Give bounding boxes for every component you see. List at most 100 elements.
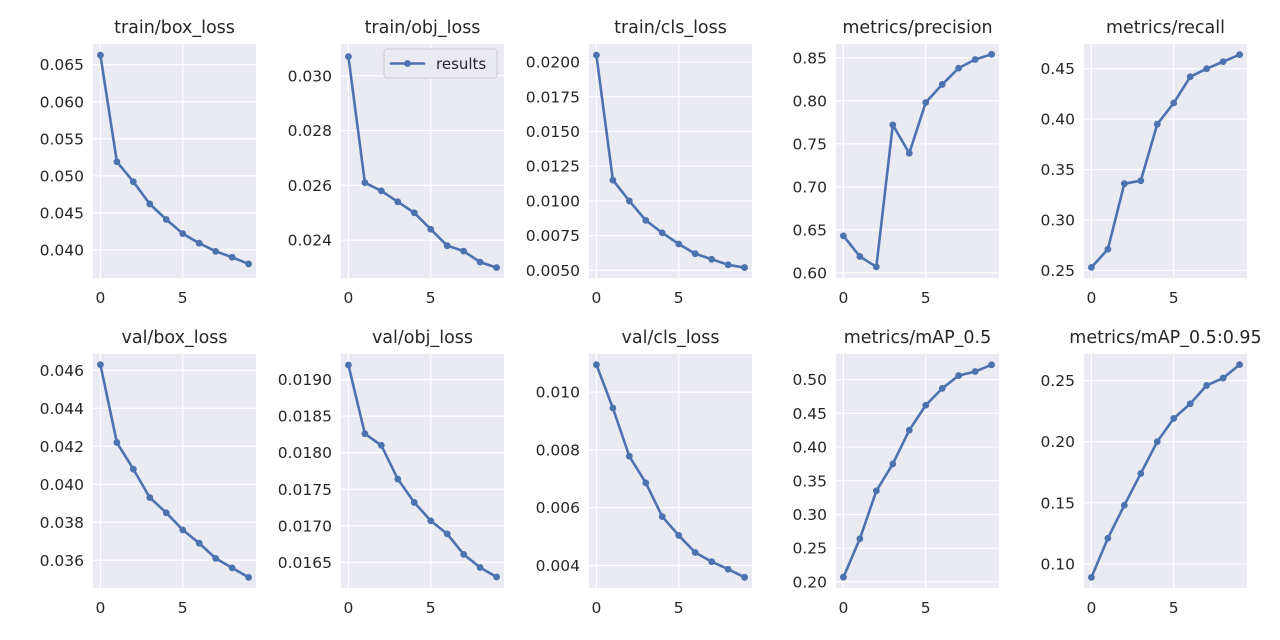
- data-point: [1170, 99, 1178, 107]
- y-tick-label: 0.0165: [278, 554, 332, 572]
- data-point: [460, 550, 468, 558]
- data-point: [625, 452, 633, 460]
- data-point: [1137, 177, 1145, 185]
- data-point: [443, 530, 451, 538]
- y-tick-label: 0.50: [792, 371, 827, 389]
- x-tick-label: 5: [921, 599, 931, 617]
- y-tick-label: 0.0125: [526, 158, 580, 176]
- panel-title: metrics/mAP_0.5: [844, 328, 992, 348]
- data-point: [179, 526, 187, 534]
- panel-title: train/cls_loss: [614, 18, 727, 38]
- panel-metrics-recall: 0 5 0.25 0.30 0.35 0.40 0.45 metrics/recall: [1040, 18, 1247, 307]
- series-line-results: [1090, 363, 1241, 579]
- x-tick-label: 5: [1169, 289, 1179, 307]
- data-point: [988, 361, 995, 369]
- series-line-results: [595, 53, 746, 269]
- data-point: [245, 573, 252, 581]
- panel-title: metrics/mAP_0.5:0.95: [1069, 328, 1261, 348]
- data-point: [394, 198, 402, 206]
- y-tick-label: 0.044: [40, 400, 84, 418]
- data-point: [593, 361, 600, 369]
- data-point: [889, 460, 897, 468]
- y-tick-label: 0.042: [40, 438, 84, 456]
- data-point: [971, 368, 979, 375]
- y-tick-label: 0.0190: [278, 371, 332, 389]
- data-point: [113, 439, 121, 446]
- plot-background: [836, 354, 999, 588]
- plot-background: [589, 354, 752, 588]
- x-tick-label: 5: [426, 599, 436, 617]
- data-point: [427, 225, 435, 233]
- data-point: [971, 56, 979, 63]
- x-tick-label: 5: [1169, 599, 1179, 617]
- y-tick-label: 0.75: [792, 135, 827, 153]
- x-tick-label: 0: [838, 599, 848, 617]
- series-line-results: [99, 53, 250, 266]
- data-point: [955, 64, 963, 72]
- y-tick-label: 0.40: [792, 439, 827, 457]
- y-tick-label: 0.45: [792, 405, 827, 423]
- data-point: [195, 239, 203, 247]
- data-point: [1203, 382, 1211, 389]
- data-point: [658, 229, 666, 237]
- plot-background: [589, 44, 752, 278]
- y-tick-label: 0.25: [792, 540, 827, 558]
- legend-marker: [404, 60, 411, 67]
- data-point: [708, 558, 716, 566]
- y-tick-label: 0.30: [792, 506, 827, 524]
- data-point: [1104, 245, 1112, 253]
- data-point: [146, 200, 154, 208]
- data-point: [212, 554, 220, 562]
- y-tick-label: 0.30: [1040, 212, 1075, 230]
- data-point: [724, 565, 732, 573]
- y-tick-label: 0.045: [40, 204, 84, 222]
- x-tick-label: 0: [95, 599, 105, 617]
- data-point: [394, 475, 402, 483]
- y-tick-label: 0.040: [40, 476, 84, 494]
- data-point: [377, 187, 385, 195]
- y-tick-label: 0.0200: [526, 54, 580, 72]
- legend-label: results: [436, 55, 486, 73]
- data-point: [1088, 264, 1095, 271]
- y-tick-label: 0.046: [40, 362, 84, 380]
- x-tick-label: 0: [1086, 599, 1096, 617]
- y-tick-label: 0.024: [288, 232, 332, 250]
- y-tick-label: 0.40: [1040, 111, 1075, 129]
- y-tick-label: 0.0170: [278, 517, 332, 535]
- series-line-results: [347, 55, 498, 269]
- data-point: [691, 549, 699, 556]
- data-point: [162, 509, 170, 517]
- data-point: [228, 253, 236, 261]
- y-tick-label: 0.0180: [278, 444, 332, 462]
- data-point: [212, 247, 220, 255]
- data-point: [856, 253, 864, 260]
- panel-metrics-map-0-5-0-95: 0 5 0.10 0.15 0.20 0.25 metrics/mAP_0.5:0.95: [1040, 328, 1261, 617]
- y-tick-label: 0.10: [1040, 555, 1075, 573]
- y-tick-label: 0.010: [536, 384, 580, 402]
- data-point: [675, 240, 683, 248]
- data-point: [1203, 65, 1211, 73]
- plot-background: [93, 354, 256, 588]
- panel-val-obj-loss: 0 5 0.0165 0.0170 0.0175 0.0180 0.0185 0.0190 va…: [278, 328, 504, 617]
- y-tick-label: 0.35: [792, 472, 827, 490]
- panel-train-box-loss: 0 5 0.040 0.045 0.050 0.055 0.060 0.065 train/bo…: [40, 18, 256, 307]
- x-tick-label: 5: [178, 289, 188, 307]
- series-line-results: [347, 363, 498, 579]
- x-tick-label: 5: [674, 599, 684, 617]
- panel-title: val/cls_loss: [622, 328, 720, 348]
- data-point: [129, 178, 137, 186]
- data-point: [476, 564, 484, 571]
- y-tick-label: 0.85: [792, 49, 827, 67]
- panel-train-cls-loss: 0 5 0.0050 0.0075 0.0100 0.0125 0.0150 0.0175 0.…: [526, 18, 752, 307]
- legend: results: [383, 48, 498, 79]
- data-point: [1186, 73, 1194, 81]
- x-tick-label: 5: [426, 289, 436, 307]
- data-point: [856, 535, 864, 543]
- data-point: [658, 513, 666, 521]
- y-tick-label: 0.040: [40, 241, 84, 259]
- data-point: [129, 465, 137, 473]
- data-point: [493, 264, 500, 271]
- data-point: [922, 401, 930, 409]
- plot-background: [1084, 354, 1247, 588]
- y-tick-label: 0.60: [792, 264, 827, 282]
